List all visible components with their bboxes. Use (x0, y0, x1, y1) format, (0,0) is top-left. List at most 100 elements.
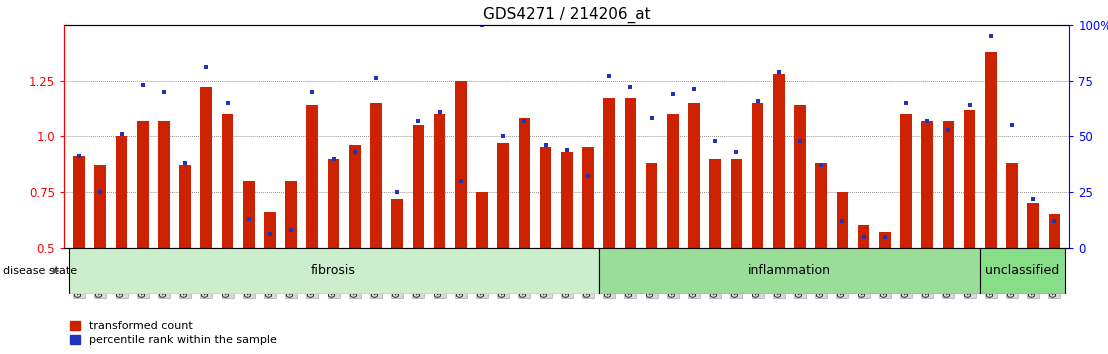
Point (92, 189, 110, 195)
Bar (773, 74, 784, 248)
Bar (943, 121, 954, 248)
Point (239, 216, 257, 222)
Bar (158, 121, 170, 248)
Bar (646, 163, 657, 248)
Text: disease state: disease state (3, 266, 78, 276)
Bar (137, 121, 148, 248)
Bar (625, 98, 636, 248)
Bar (179, 165, 191, 248)
Bar (264, 212, 276, 248)
Bar (519, 119, 530, 248)
Point (113, 131, 131, 137)
Point (622, 84, 639, 90)
Title: GDS4271 / 214206_at: GDS4271 / 214206_at (483, 7, 650, 23)
Point (197, 64, 215, 70)
Point (473, 22, 491, 28)
Bar (879, 232, 891, 248)
Point (536, 142, 554, 148)
Bar (709, 159, 721, 248)
Bar (837, 192, 849, 248)
Bar (349, 145, 360, 248)
Point (494, 133, 512, 139)
Point (706, 138, 724, 144)
Point (1024, 196, 1042, 201)
Bar (370, 103, 382, 248)
Point (346, 149, 363, 155)
Point (897, 100, 915, 105)
Bar (964, 109, 975, 248)
Point (325, 156, 342, 161)
Bar (598, 248, 981, 294)
Text: unclassified: unclassified (985, 264, 1059, 277)
Point (876, 234, 894, 239)
Text: inflammation: inflammation (748, 264, 831, 277)
Point (919, 118, 936, 124)
Point (283, 227, 300, 233)
Point (218, 100, 236, 105)
Bar (73, 156, 85, 248)
Point (961, 102, 978, 108)
Point (940, 127, 957, 132)
Bar (307, 105, 318, 248)
Bar (815, 163, 827, 248)
Bar (455, 80, 466, 248)
Bar (858, 225, 870, 248)
Bar (582, 147, 594, 248)
Point (155, 89, 173, 95)
Bar (985, 52, 996, 248)
Point (833, 218, 851, 224)
Point (304, 89, 321, 95)
Legend: transformed count, percentile rank within the sample: transformed count, percentile rank withi… (70, 321, 277, 346)
Bar (94, 165, 106, 248)
Point (982, 33, 999, 39)
Bar (1048, 214, 1060, 248)
Point (388, 189, 406, 195)
Point (812, 162, 830, 168)
Point (557, 147, 576, 153)
Point (515, 118, 533, 124)
Point (452, 178, 470, 184)
Point (1046, 218, 1064, 224)
Bar (1027, 203, 1039, 248)
Point (70, 154, 88, 159)
Point (134, 82, 152, 88)
Bar (561, 152, 573, 248)
Point (579, 173, 597, 179)
Bar (433, 114, 445, 248)
Bar (243, 181, 255, 248)
Point (791, 138, 809, 144)
Point (367, 75, 384, 81)
Bar (115, 136, 127, 248)
Point (664, 91, 681, 97)
Bar (328, 159, 339, 248)
Bar (922, 121, 933, 248)
Bar (794, 105, 806, 248)
Bar (540, 147, 552, 248)
Point (410, 118, 428, 124)
Bar (900, 114, 912, 248)
Point (176, 160, 194, 166)
Bar (412, 125, 424, 248)
Point (854, 234, 872, 239)
Bar (497, 143, 509, 248)
Bar (201, 87, 212, 248)
Bar (69, 248, 598, 294)
Point (770, 69, 788, 74)
Point (728, 149, 746, 155)
Bar (751, 103, 763, 248)
Point (601, 73, 618, 79)
Bar (730, 159, 742, 248)
Bar (476, 192, 488, 248)
Bar (391, 199, 403, 248)
Bar (667, 114, 678, 248)
Point (685, 87, 702, 92)
Bar (688, 103, 700, 248)
Point (643, 116, 660, 121)
Point (261, 232, 279, 237)
Point (431, 109, 449, 115)
Bar (285, 181, 297, 248)
Text: fibrosis: fibrosis (311, 264, 356, 277)
Point (1003, 122, 1020, 128)
Bar (1006, 163, 1018, 248)
Bar (222, 114, 234, 248)
